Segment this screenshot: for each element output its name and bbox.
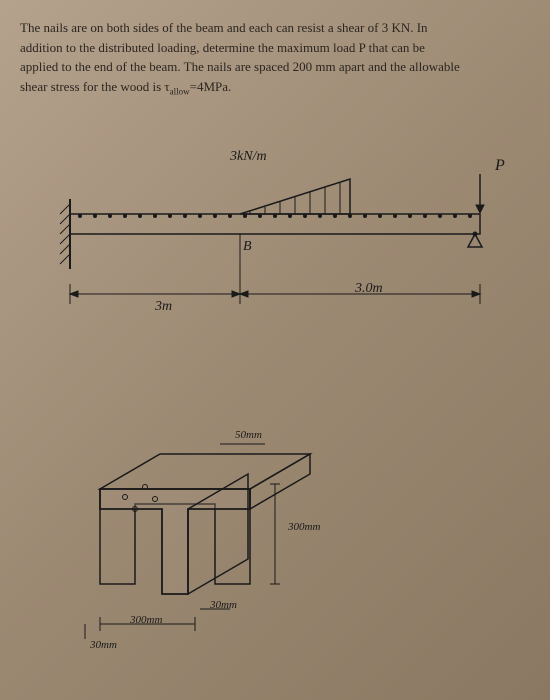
problem-line-4-prefix: shear stress for the wood is [20, 79, 164, 94]
tau-value: =4MPa. [190, 79, 232, 94]
point-p-label: P [495, 157, 505, 175]
problem-line-2: addition to the distributed loading, det… [20, 40, 425, 55]
span-right-label: 3.0m [355, 281, 383, 297]
problem-statement: The nails are on both sides of the beam … [20, 18, 530, 99]
section-flange-width: 300mm [130, 614, 162, 626]
beam-diagram [50, 169, 510, 349]
point-b-label: B [243, 239, 252, 255]
allow-subscript: allow [170, 86, 190, 96]
problem-line-1: The nails are on both sides of the beam … [20, 20, 428, 35]
section-height: 300mm [288, 521, 320, 533]
diagram-area: 3kN/m P B 3m 3.0m [20, 109, 530, 669]
section-top-width: 50mm [235, 429, 262, 441]
problem-line-3: applied to the end of the beam. The nail… [20, 59, 460, 74]
section-web-thickness: 30mm [90, 639, 117, 651]
section-diagram [70, 429, 390, 659]
span-left-label: 3m [155, 299, 172, 315]
distributed-load-label: 3kN/m [230, 149, 267, 165]
section-flange-thickness: 30mm [210, 599, 237, 611]
